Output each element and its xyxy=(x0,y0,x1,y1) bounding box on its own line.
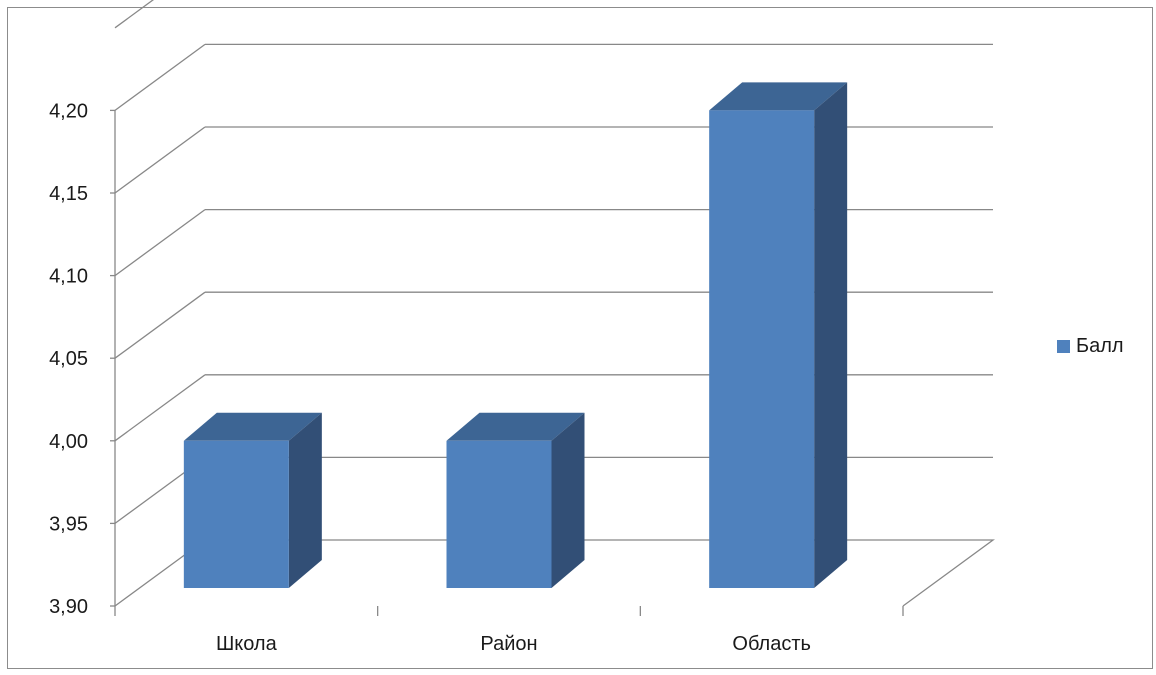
axis-layer xyxy=(110,109,904,616)
bar-side xyxy=(551,412,585,588)
y-tick-label: 4,00 xyxy=(49,431,88,453)
y-tick-label: 3,95 xyxy=(49,513,88,535)
gridline-side xyxy=(114,291,206,359)
x-tick-label: Район xyxy=(480,633,537,655)
bar-top xyxy=(183,412,322,441)
y-tick-label: 4,15 xyxy=(49,183,88,205)
gridline-side xyxy=(114,209,206,277)
bar-top xyxy=(709,82,848,111)
gridline-side xyxy=(114,43,206,111)
grid-layer xyxy=(114,0,995,607)
y-tick-label: 3,90 xyxy=(49,596,88,618)
gridline-side xyxy=(114,126,206,194)
y-tick-label: 4,10 xyxy=(49,266,88,288)
bar xyxy=(709,82,848,589)
x-tick-label: Область xyxy=(732,633,811,655)
bar-side xyxy=(814,82,848,589)
gridline-side xyxy=(114,0,155,29)
legend-label: Балл xyxy=(1076,335,1124,357)
x-tick-label: Школа xyxy=(216,633,278,655)
legend: Балл xyxy=(1057,335,1124,358)
bar-side xyxy=(288,412,322,588)
bar-front xyxy=(183,440,289,588)
bar-front xyxy=(709,110,815,589)
y-tick-label: 4,20 xyxy=(49,100,88,122)
bar xyxy=(446,412,585,588)
bar-layer xyxy=(183,82,848,589)
floor-outline xyxy=(114,539,995,607)
bar xyxy=(183,412,322,588)
bar-top xyxy=(446,412,585,441)
gridline-side xyxy=(114,374,206,442)
legend-swatch xyxy=(1057,340,1070,353)
y-tick-label: 4,05 xyxy=(49,348,88,370)
label-layer: 3,90 3,95 4,00 4,05 4,10 4,15 4,20 Школа Район Об… xyxy=(49,100,811,655)
bar-front xyxy=(446,440,552,588)
